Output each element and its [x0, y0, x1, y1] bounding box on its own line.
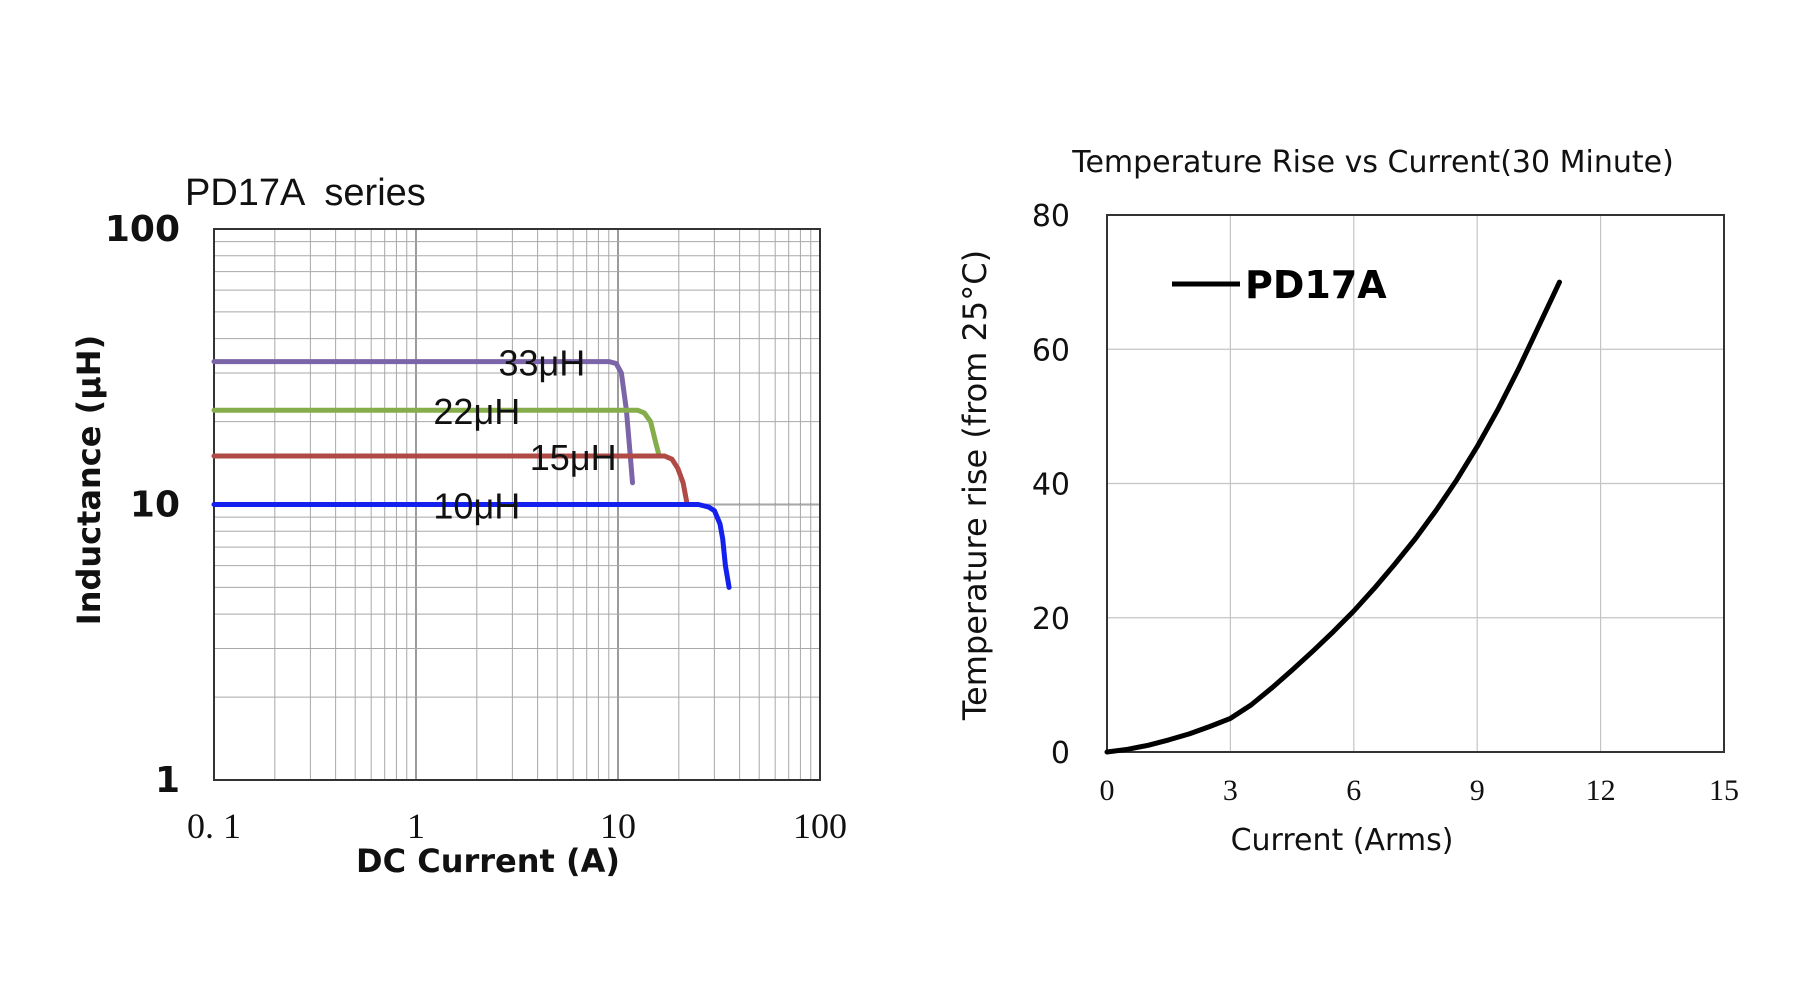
temperature-x-tick-label: 12	[1586, 774, 1616, 807]
temperature-x-tick-label: 3	[1223, 774, 1238, 807]
temperature-chart: Temperature Rise vs Current(30 Minute) 0…	[956, 145, 1739, 858]
inductance-chart-title: PD17A series	[185, 172, 426, 214]
inductance-series-line	[211, 407, 662, 459]
temperature-x-tick-label: 15	[1709, 774, 1739, 807]
inductance-series-label: 15μH	[530, 437, 617, 478]
temperature-x-tick-label: 9	[1470, 774, 1485, 807]
temperature-y-tick-label: 80	[1032, 199, 1070, 234]
temperature-plot-frame	[1106, 214, 1725, 753]
temperature-y-tick-label: 0	[1051, 736, 1070, 771]
inductance-y-tick-label: 100	[105, 209, 180, 250]
temperature-x-axis-label: Current (Arms)	[1231, 823, 1454, 858]
inductance-series-label: 22μH	[433, 391, 520, 432]
inductance-y-tick-labels: 1 10 100	[105, 209, 180, 801]
temperature-legend: PD17A	[1172, 263, 1387, 307]
temperature-legend-label: PD17A	[1245, 263, 1387, 307]
inductance-y-tick-label: 1	[155, 760, 180, 801]
inductance-series	[211, 359, 732, 590]
temperature-x-tick-labels: 0 3 6 9 12 15	[1100, 774, 1740, 807]
inductance-series-label: 10μH	[433, 486, 520, 527]
temperature-x-tick-label: 0	[1100, 774, 1115, 807]
temperature-y-axis-label: Temperature rise (from 25°C)	[956, 250, 994, 721]
inductance-series-label: 33μH	[498, 343, 585, 384]
temperature-y-tick-label: 60	[1032, 333, 1070, 368]
inductance-x-tick-label: 100	[793, 806, 847, 846]
temperature-x-tick-label: 6	[1346, 774, 1361, 807]
temperature-y-tick-label: 20	[1032, 602, 1070, 637]
temperature-y-tick-labels: 0 20 40 60 80	[1032, 199, 1070, 771]
inductance-x-tick-label: 1	[407, 806, 425, 846]
temperature-chart-title: Temperature Rise vs Current(30 Minute)	[1071, 145, 1674, 180]
temperature-series	[1104, 279, 1562, 755]
inductance-x-axis-label: DC Current (A)	[356, 842, 620, 880]
inductance-series-line	[211, 502, 732, 590]
inductance-x-tick-labels: 0. 1 1 10 100	[187, 806, 847, 846]
inductance-y-tick-label: 10	[130, 485, 180, 526]
inductance-x-tick-label: 0. 1	[187, 806, 241, 846]
inductance-x-tick-label: 10	[600, 806, 636, 846]
inductance-series-line	[211, 453, 690, 507]
temperature-grid	[1107, 215, 1724, 752]
temperature-y-tick-label: 40	[1032, 468, 1070, 503]
inductance-series-line	[211, 359, 635, 486]
inductance-y-axis-label: Inductance (μH)	[70, 335, 108, 625]
temperature-series-line	[1104, 279, 1562, 755]
